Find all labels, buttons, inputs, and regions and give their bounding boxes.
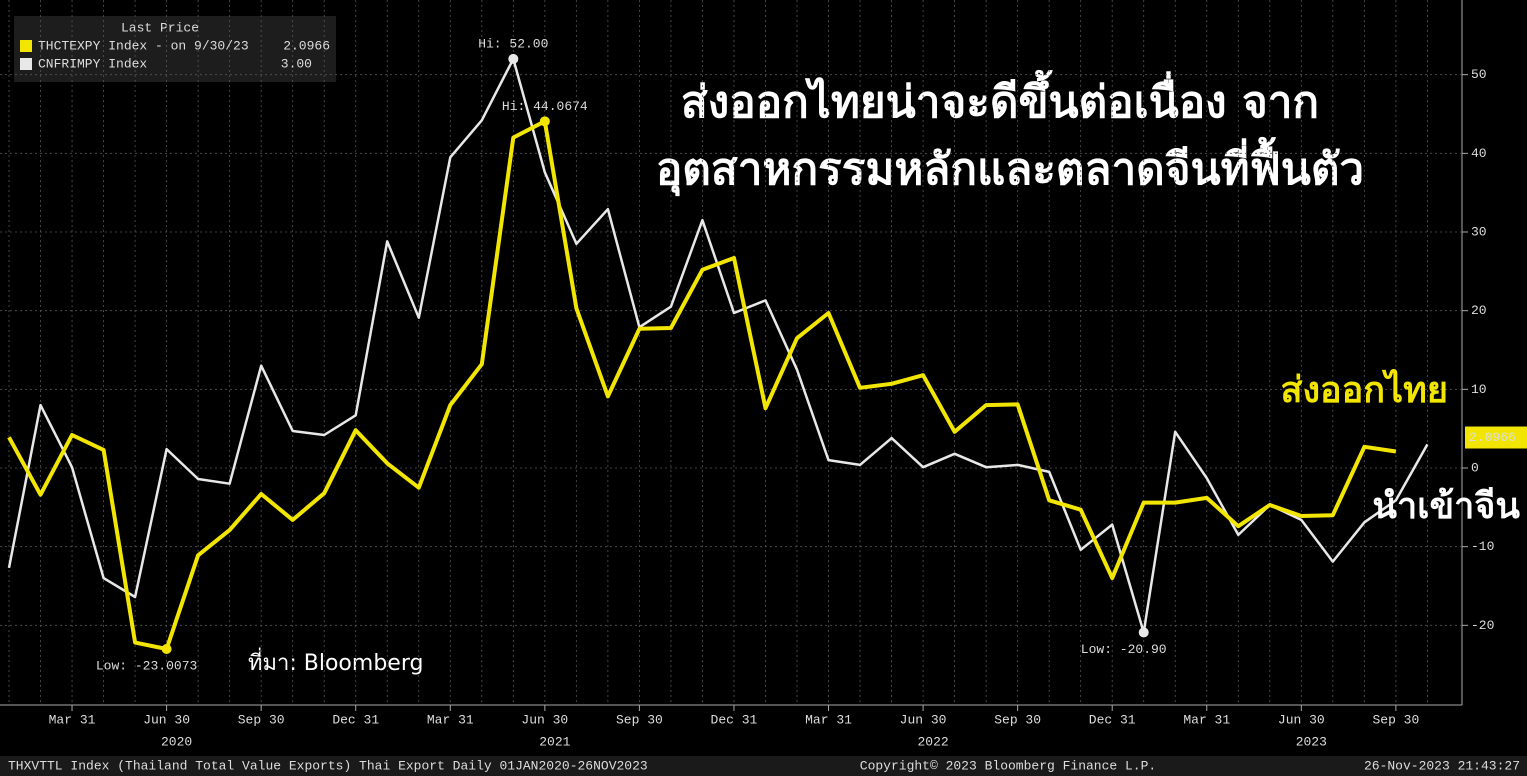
series-line	[7, 57, 1429, 634]
annotation: Hi: 44.0674	[502, 99, 588, 114]
y-tick-label: -20	[1471, 618, 1494, 633]
footer-left: THXVTTL Index (Thailand Total Value Expo…	[8, 758, 648, 773]
annotation: Low: -20.90	[1081, 642, 1167, 657]
extreme-marker	[161, 643, 172, 654]
last-value-tag	[1465, 426, 1527, 449]
x-tick-label: Mar 31	[49, 712, 96, 727]
series-line	[7, 119, 1397, 651]
extreme-marker	[539, 116, 550, 127]
x-tick-label: Dec 31	[332, 712, 379, 727]
footer-bar	[0, 756, 1527, 776]
y-tick-label: 40	[1471, 146, 1487, 161]
x-year-label: 2021	[539, 734, 570, 749]
x-tick-label: Jun 30	[521, 712, 568, 727]
annotation: Hi: 52.00	[478, 36, 548, 51]
x-year-label: 2020	[161, 734, 192, 749]
legend-swatch	[20, 40, 32, 52]
legend-box	[14, 16, 336, 82]
source: ที่มา: Bloomberg	[248, 647, 423, 676]
extreme-marker	[508, 53, 519, 64]
x-tick-label: Jun 30	[1278, 712, 1325, 727]
x-tick-label: Sep 30	[238, 712, 285, 727]
chart-title: ส่งออกไทยน่าจะดีขึ้นต่อเนื่อง จาก	[681, 69, 1319, 128]
y-tick-label: 30	[1471, 224, 1487, 239]
x-tick-label: Sep 30	[616, 712, 663, 727]
legend-label: THCTEXPY Index - on 9/30/23	[38, 38, 249, 53]
extreme-marker	[1138, 627, 1149, 638]
x-year-label: 2023	[1296, 734, 1327, 749]
x-tick-label: Sep 30	[1372, 712, 1419, 727]
y-tick-label: 50	[1471, 67, 1487, 82]
y-tick-label: -10	[1471, 539, 1494, 554]
x-tick-label: Mar 31	[1183, 712, 1230, 727]
legend-header: Last Price	[121, 20, 199, 35]
annotation: Low: -23.0073	[96, 658, 197, 673]
series-tag: นำเข้าจีน	[1372, 486, 1520, 527]
last-value-label: 2.0966	[1469, 430, 1516, 445]
x-tick-label: Mar 31	[427, 712, 474, 727]
series-tag: ส่งออกไทย	[1280, 368, 1448, 411]
legend-value: 2.0966	[283, 38, 330, 53]
y-tick-label: 10	[1471, 382, 1487, 397]
x-tick-label: Jun 30	[900, 712, 947, 727]
legend-value: 3.00	[281, 56, 312, 71]
legend-label: CNFRIMPY Index	[38, 56, 147, 71]
x-tick-label: Dec 31	[1089, 712, 1136, 727]
y-tick-label: 0	[1471, 460, 1479, 475]
x-tick-label: Dec 31	[711, 712, 758, 727]
x-tick-label: Jun 30	[143, 712, 190, 727]
y-tick-label: 20	[1471, 303, 1487, 318]
x-tick-label: Mar 31	[805, 712, 852, 727]
x-tick-label: Sep 30	[994, 712, 1041, 727]
x-year-label: 2022	[917, 734, 948, 749]
chart-title: อุตสาหกรรมหลักและตลาดจีนที่ฟื้นตัว	[656, 136, 1364, 197]
footer-right: 26-Nov-2023 21:43:27	[1364, 758, 1520, 773]
legend-swatch	[20, 58, 32, 70]
footer-center: Copyright© 2023 Bloomberg Finance L.P.	[860, 758, 1156, 773]
